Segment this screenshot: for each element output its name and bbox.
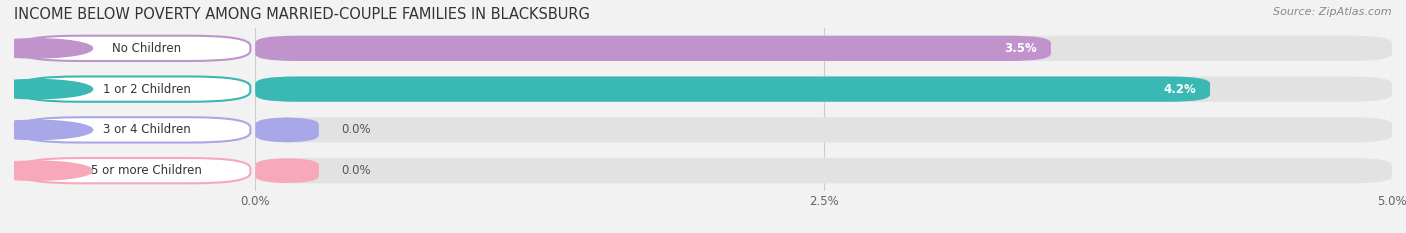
FancyBboxPatch shape: [18, 36, 250, 61]
Circle shape: [0, 39, 93, 58]
Text: 1 or 2 Children: 1 or 2 Children: [103, 83, 191, 96]
Text: 3 or 4 Children: 3 or 4 Children: [103, 123, 191, 136]
Circle shape: [0, 161, 93, 180]
Text: 4.2%: 4.2%: [1164, 83, 1197, 96]
FancyBboxPatch shape: [256, 158, 1392, 183]
FancyBboxPatch shape: [256, 117, 319, 143]
Circle shape: [0, 120, 93, 140]
FancyBboxPatch shape: [256, 158, 319, 183]
Text: Source: ZipAtlas.com: Source: ZipAtlas.com: [1274, 7, 1392, 17]
FancyBboxPatch shape: [256, 36, 1050, 61]
Text: 0.0%: 0.0%: [342, 164, 371, 177]
Text: 5 or more Children: 5 or more Children: [91, 164, 202, 177]
FancyBboxPatch shape: [256, 36, 1392, 61]
Text: No Children: No Children: [112, 42, 181, 55]
FancyBboxPatch shape: [18, 117, 250, 143]
FancyBboxPatch shape: [256, 117, 1392, 143]
FancyBboxPatch shape: [18, 158, 250, 183]
Circle shape: [0, 79, 93, 99]
FancyBboxPatch shape: [18, 76, 250, 102]
Text: INCOME BELOW POVERTY AMONG MARRIED-COUPLE FAMILIES IN BLACKSBURG: INCOME BELOW POVERTY AMONG MARRIED-COUPL…: [14, 7, 591, 22]
FancyBboxPatch shape: [256, 76, 1392, 102]
Text: 0.0%: 0.0%: [342, 123, 371, 136]
Text: 3.5%: 3.5%: [1004, 42, 1038, 55]
FancyBboxPatch shape: [256, 76, 1211, 102]
